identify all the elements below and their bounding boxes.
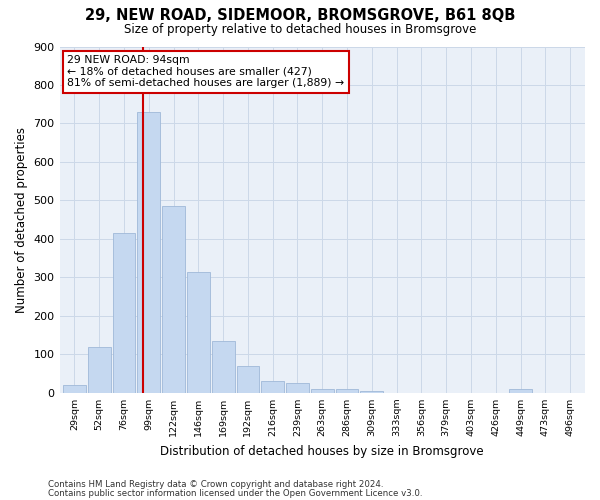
Bar [162,206,185,392]
Bar [261,381,284,392]
Bar [236,366,259,392]
Bar [212,341,235,392]
Bar [361,391,383,392]
Bar [509,389,532,392]
Bar [335,389,358,392]
X-axis label: Distribution of detached houses by size in Bromsgrove: Distribution of detached houses by size … [160,444,484,458]
Text: 29, NEW ROAD, SIDEMOOR, BROMSGROVE, B61 8QB: 29, NEW ROAD, SIDEMOOR, BROMSGROVE, B61 … [85,8,515,22]
Bar [187,272,210,392]
Text: Size of property relative to detached houses in Bromsgrove: Size of property relative to detached ho… [124,22,476,36]
Text: Contains HM Land Registry data © Crown copyright and database right 2024.: Contains HM Land Registry data © Crown c… [48,480,383,489]
Bar [311,389,334,392]
Bar [137,112,160,392]
Bar [88,346,110,393]
Bar [113,233,136,392]
Text: Contains public sector information licensed under the Open Government Licence v3: Contains public sector information licen… [48,488,422,498]
Y-axis label: Number of detached properties: Number of detached properties [15,126,28,312]
Bar [286,383,309,392]
Text: 29 NEW ROAD: 94sqm
← 18% of detached houses are smaller (427)
81% of semi-detach: 29 NEW ROAD: 94sqm ← 18% of detached hou… [67,55,344,88]
Bar [63,385,86,392]
